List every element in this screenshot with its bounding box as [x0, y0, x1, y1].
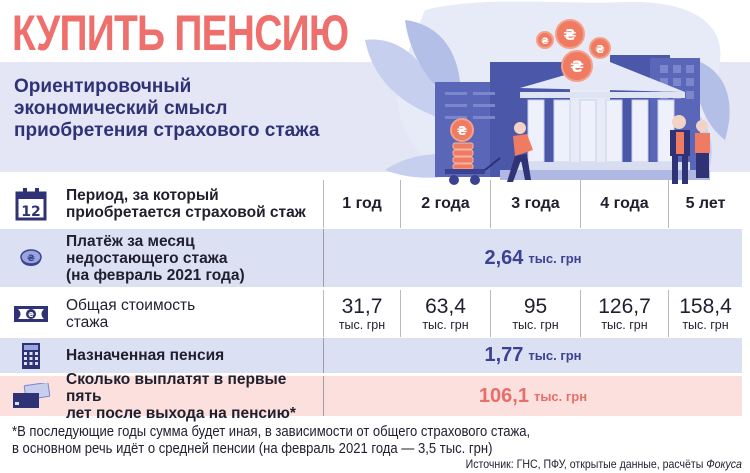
table-row-assigned-pension: Назначенная пенсия 1,77 тыс. грн [0, 338, 742, 373]
table-row-five-year-payout: Сколько выплатят в первые пять лет после… [0, 371, 742, 422]
total-cost-2-years: 63,4 тыс. грн [400, 290, 490, 337]
svg-text:₴: ₴ [541, 37, 549, 47]
calendar-icon: 12 [8, 187, 54, 221]
source-credit: Источник: ГНС, ПФУ, открытые данные, рас… [465, 457, 742, 471]
page-title: КУПИТЬ ПЕНСИЮ [12, 5, 349, 61]
column-header-5-years: 5 лет [668, 180, 742, 228]
subtitle-line: приобретения страхового стажа [14, 120, 320, 141]
calculator-icon [8, 342, 54, 369]
table-row-monthly-payment: ₴ Платёж за месяц недостающего стажа (на… [0, 229, 742, 287]
total-cost-3-years: 95 тыс. грн [490, 290, 580, 337]
banknote-icon: ₴ [8, 304, 54, 324]
total-cost-1-year: 31,7 тыс. грн [323, 290, 400, 337]
svg-text:₴: ₴ [595, 43, 604, 56]
row-label: Общая стоимость стажа [66, 296, 196, 331]
credit-cards-icon [8, 383, 54, 409]
svg-text:₴: ₴ [28, 311, 34, 319]
svg-text:₴: ₴ [564, 26, 577, 44]
svg-text:12: 12 [21, 204, 40, 220]
row-label: Сколько выплатят в первые пять лет после… [66, 370, 296, 422]
svg-text:₴: ₴ [457, 124, 467, 138]
column-header-4-years: 4 года [580, 180, 668, 228]
svg-text:₴: ₴ [570, 57, 584, 76]
footnote: *В последующие годы сумма будет иная, в … [12, 424, 531, 457]
row-label: Период, за который приобретается страхов… [66, 187, 306, 221]
coin-icon [450, 19, 611, 142]
total-cost-5-years: 158,4 тыс. грн [668, 290, 742, 337]
column-header-2-years: 2 года [400, 180, 490, 228]
pension-fund-illustration: ₴ ₴ ₴ ₴ ₴ [365, 1, 730, 185]
column-header-3-years: 3 года [490, 180, 580, 228]
coin-icon: ₴ [8, 248, 54, 268]
table-row-period: 12 Период, за который приобретается стра… [0, 180, 742, 228]
row-label: Платёж за месяц недостающего стажа (на ф… [66, 232, 245, 284]
monthly-payment-value: 2,64 тыс. грн [323, 229, 742, 287]
column-header-1-year: 1 год [323, 180, 400, 228]
subtitle-line: экономический смысл [14, 98, 228, 119]
subtitle: Ориентировочный экономический смысл прио… [14, 76, 344, 142]
svg-text:₴: ₴ [27, 254, 35, 264]
five-year-payout-value: 106,1 тыс. грн [323, 376, 742, 416]
assigned-pension-value: 1,77 тыс. грн [323, 338, 742, 373]
total-cost-4-years: 126,7 тыс. грн [580, 290, 668, 337]
subtitle-line: Ориентировочный [14, 76, 192, 97]
table-row-total-cost: ₴ Общая стоимость стажа 31,7 тыс. грн 63… [0, 290, 742, 337]
source-brand: Фокуса [706, 457, 742, 471]
row-label: Назначенная пенсия [66, 347, 225, 364]
